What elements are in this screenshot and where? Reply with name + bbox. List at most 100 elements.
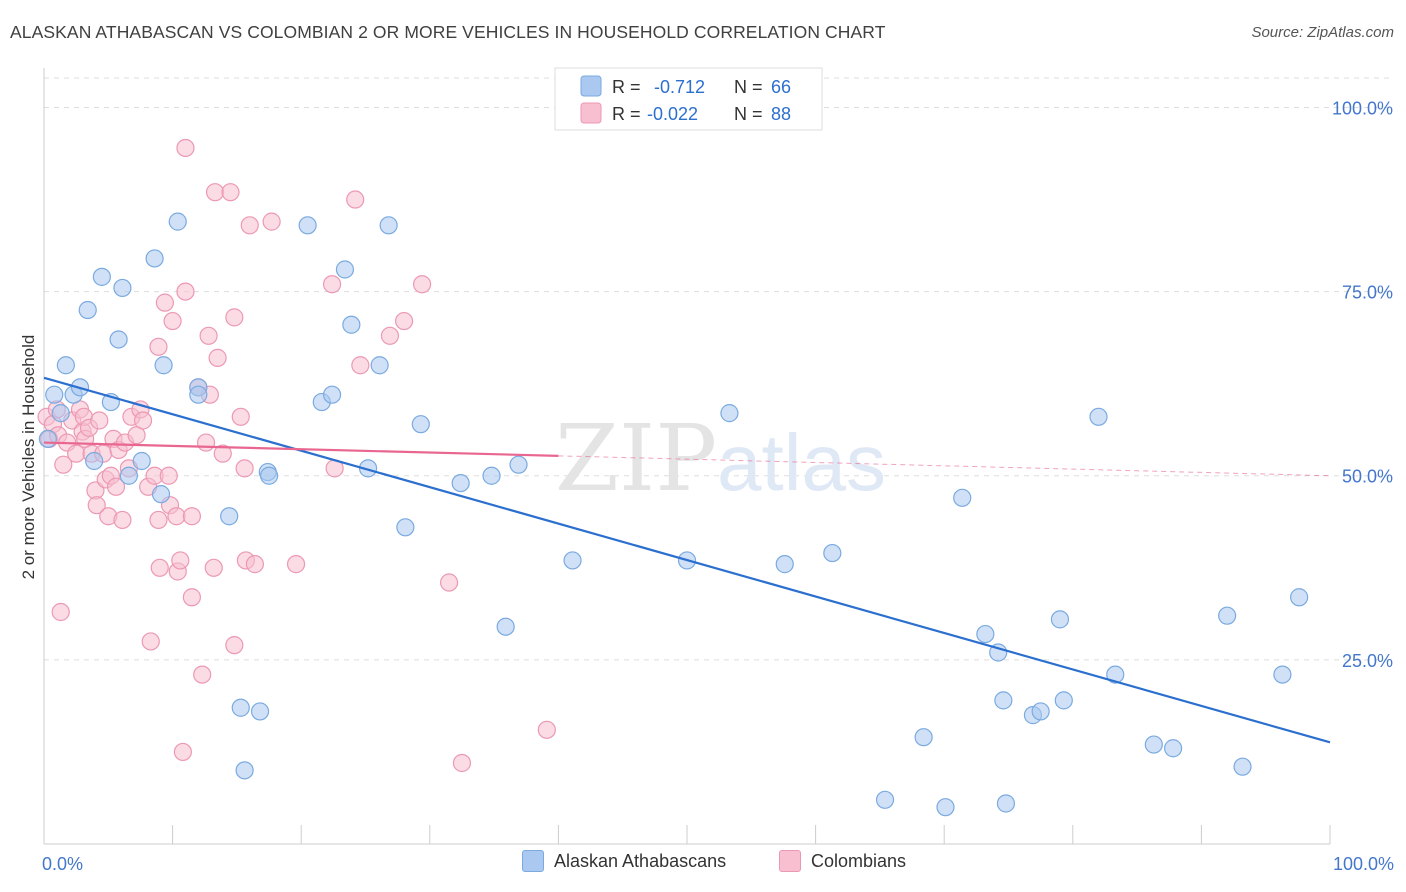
blue-point-58: [1106, 665, 1125, 684]
pink-point-48: [176, 138, 195, 158]
colombians-points: [37, 138, 556, 773]
blue-point-14: [145, 249, 164, 268]
blue-point-59: [1144, 735, 1163, 754]
y-axis-label-group: 2 or more Vehicles in Household: [19, 335, 38, 580]
bottom-legend-label-athabascans: Alaskan Athabascans: [554, 850, 727, 871]
blue-point-61: [1218, 606, 1237, 625]
correlation-legend: R = -0.712 N = 66 R = -0.022 N = 88: [554, 67, 823, 131]
pink-point-53: [196, 433, 216, 452]
legend-r-value-1: -0.712: [654, 77, 705, 97]
blue-point-7: [85, 451, 104, 471]
pink-point-56: [204, 558, 223, 577]
blue-point-15: [151, 485, 171, 504]
blue-point-39: [509, 455, 528, 474]
pink-point-37: [149, 337, 168, 356]
watermark: ZIP atlas: [555, 405, 886, 512]
pink-point-57: [205, 183, 225, 202]
blue-point-54: [1031, 702, 1050, 721]
pink-point-42: [163, 311, 182, 331]
blue-point-44: [823, 543, 842, 563]
pink-point-66: [240, 216, 259, 235]
blue-point-10: [109, 330, 128, 349]
blue-point-64: [1290, 588, 1309, 607]
y-tick-label-3: 25.0%: [1342, 651, 1393, 671]
pink-point-63: [231, 407, 250, 426]
blue-point-12: [119, 466, 138, 485]
legend-n-value-1: 66: [771, 77, 791, 97]
pink-point-76: [412, 275, 432, 294]
y-tick-label-1: 75.0%: [1342, 283, 1393, 303]
colombian-trend-line-dashed: [558, 455, 1331, 477]
blue-point-49: [976, 624, 995, 644]
blue-point-60: [1164, 739, 1183, 758]
pink-point-18: [90, 411, 109, 430]
pink-point-54: [199, 326, 218, 345]
bottom-legend-swatch-blue: [522, 850, 544, 872]
pink-point-69: [286, 555, 306, 574]
blue-point-56: [1054, 691, 1073, 710]
legend-n-label-2: N =: [734, 104, 763, 124]
pink-point-50: [182, 588, 201, 607]
blue-point-63: [1273, 665, 1292, 684]
blue-point-47: [936, 798, 955, 817]
pink-point-32: [133, 411, 153, 430]
blue-point-43: [775, 555, 794, 574]
bottom-legend-swatch-pink: [779, 850, 801, 872]
blue-point-32: [370, 356, 389, 375]
blue-point-13: [132, 451, 151, 471]
chart-title: ALASKAN ATHABASCAN VS COLOMBIAN 2 OR MOR…: [10, 22, 886, 42]
pink-point-24: [106, 477, 126, 496]
pink-point-26: [113, 510, 132, 530]
pink-point-77: [439, 573, 459, 592]
bottom-legend-label-colombians: Colombians: [811, 850, 907, 871]
blue-point-34: [396, 518, 415, 537]
blue-point-46: [914, 728, 933, 747]
pink-point-6: [54, 455, 73, 474]
pink-point-36: [149, 510, 168, 530]
blue-point-17: [168, 212, 187, 231]
bottom-legend: Alaskan Athabascans Colombians: [0, 850, 1406, 880]
y-tick-label-0: 100.0%: [1332, 98, 1393, 118]
blue-point-21: [231, 698, 250, 717]
bottom-legend-item-colombians: Colombians: [779, 850, 906, 872]
legend-r-value-2: -0.022: [647, 104, 698, 124]
pink-point-59: [213, 444, 232, 463]
watermark-zip: ZIP: [555, 405, 717, 512]
blue-point-35: [411, 415, 430, 434]
pink-point-34: [141, 632, 160, 651]
blue-point-37: [482, 466, 501, 485]
pink-point-47: [176, 282, 195, 301]
axes: [43, 68, 1331, 845]
blue-point-57: [1089, 407, 1108, 426]
blue-point-11: [113, 278, 132, 298]
trend-lines: [43, 376, 1331, 744]
pink-point-40: [159, 466, 178, 485]
source-label: Source: ZipAtlas.com: [1251, 24, 1394, 41]
tick-labels: 100.0% 75.0% 50.0% 25.0% 0.0% 100.0%: [42, 98, 1394, 874]
athabascan-trend-line: [43, 376, 1331, 744]
x-tick-label-1: 100.0%: [1333, 854, 1394, 874]
blue-point-0: [38, 429, 57, 449]
legend-r-label-2: R =: [612, 104, 641, 124]
colombian-trend-line: [43, 441, 559, 457]
pink-point-79: [537, 720, 556, 739]
bottom-legend-item-athabascans: Alaskan Athabascans: [522, 850, 726, 872]
y-tick-label-2: 50.0%: [1342, 467, 1393, 487]
pink-point-52: [193, 665, 212, 684]
legend-swatch-pink: [580, 102, 602, 124]
blue-point-45: [875, 790, 895, 809]
blue-point-16: [154, 356, 173, 375]
pink-point-74: [380, 326, 400, 345]
blue-point-6: [78, 300, 97, 320]
pink-point-17: [87, 496, 106, 515]
pink-point-5: [51, 602, 70, 622]
pink-point-39: [155, 293, 174, 312]
blue-point-51: [994, 691, 1013, 710]
blue-point-40: [563, 551, 582, 570]
pink-point-38: [150, 558, 169, 577]
blue-point-23: [235, 761, 254, 780]
y-axis-label: 2 or more Vehicles in Household: [19, 335, 38, 580]
blue-point-52: [996, 794, 1016, 813]
pink-point-73: [351, 356, 370, 375]
